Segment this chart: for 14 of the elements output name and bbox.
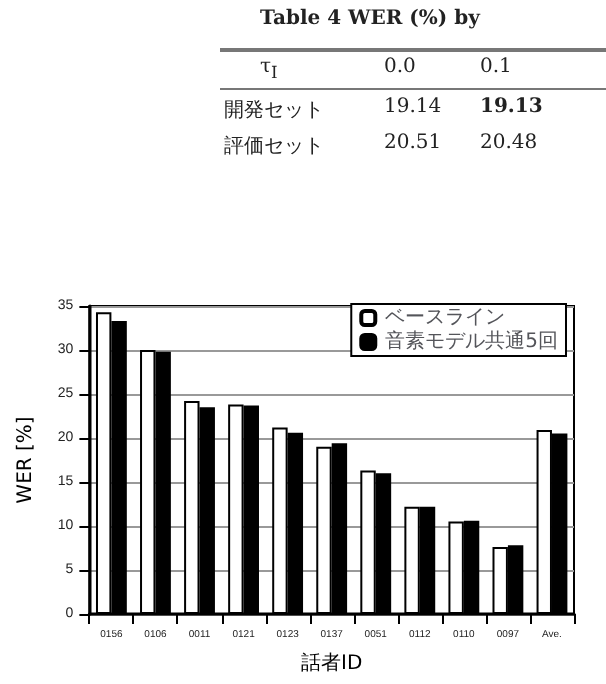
legend-label: 音素モデル共通5回 [385, 329, 559, 353]
text: 20.48 [480, 132, 538, 154]
text: 評価セット [224, 133, 324, 160]
text: 19.14 [384, 96, 442, 118]
x-axis-title: 話者ID [301, 651, 363, 675]
y-axis-title: WER [%] [15, 416, 37, 504]
caption: Table 4 WER (%) by [260, 8, 480, 30]
text: 開発セット [224, 98, 324, 124]
legend-label: ベースライン [385, 307, 506, 329]
text: τ$_{I}$ [260, 56, 278, 82]
text: 19.13 [480, 96, 543, 118]
text: 0.0 [384, 56, 416, 78]
text: 0.1 [480, 56, 512, 78]
text: 20.51 [384, 132, 442, 154]
